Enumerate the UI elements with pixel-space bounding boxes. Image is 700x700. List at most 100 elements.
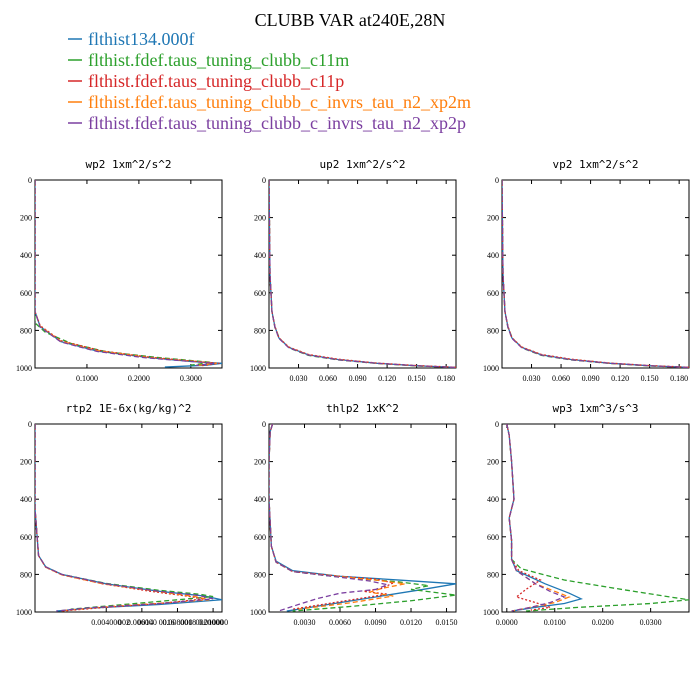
plot-frame-1 — [268, 179, 457, 369]
plot-frame-3 — [34, 423, 223, 613]
series-line-1-0 — [269, 180, 456, 368]
series-line-2-3 — [502, 180, 689, 368]
xtick-extra-label-3-4: 0020000 — [196, 618, 224, 627]
series-line-3-4 — [35, 424, 214, 612]
legend-label-3: flthist.fdef.taus_tuning_clubb_c_invrs_t… — [88, 92, 471, 112]
xtick-label-1-4: 0.150 — [408, 374, 426, 383]
series-line-4-1 — [269, 424, 456, 612]
ytick-label-2-1: 200 — [487, 214, 499, 223]
series-line-5-2 — [506, 424, 551, 611]
panel-title-5: wp3 1xm^3/s^3 — [552, 402, 638, 415]
series-line-1-1 — [269, 180, 456, 368]
xtick-label-2-4: 0.150 — [641, 374, 659, 383]
plot-frame-5 — [501, 423, 690, 613]
xtick-label-4-2: 0.0090 — [365, 618, 387, 627]
plot-frame-4 — [268, 423, 457, 613]
xtick-extra-label-3-0: 002 — [118, 618, 130, 627]
panel-0: wp2 1xm^2/s^2 0 200 400 600 800 1000 0.1000 0.20… — [16, 158, 223, 383]
ytick-label-3-2: 400 — [20, 495, 32, 504]
xtick-label-0-2: 0.3000 — [180, 374, 202, 383]
ytick-label-1-2: 400 — [254, 251, 266, 260]
panels: wp2 1xm^2/s^2 0 200 400 600 800 1000 0.1000 0.20… — [16, 158, 690, 627]
xtick-label-4-3: 0.0120 — [400, 618, 422, 627]
panel-title-1: up2 1xm^2/s^2 — [319, 158, 405, 171]
series-line-0-1 — [35, 180, 212, 366]
legend-label-1: flthist.fdef.taus_tuning_clubb_c11m — [88, 50, 349, 70]
panel-title-4: thlp2 1xK^2 — [326, 402, 399, 415]
panel-2: vp2 1xm^2/s^2 0 200 400 600 800 1000 0.030 0.060… — [483, 158, 690, 383]
ytick-label-1-1: 200 — [254, 214, 266, 223]
series-line-5-4 — [506, 424, 567, 612]
xtick-extra-label-3-1: 0014 — [137, 618, 153, 627]
ytick-label-3-5: 1000 — [16, 608, 32, 617]
ytick-label-3-3: 600 — [20, 533, 32, 542]
ytick-label-5-0: 0 — [495, 420, 499, 429]
series-line-4-2 — [269, 424, 396, 610]
xtick-label-2-2: 0.090 — [582, 374, 600, 383]
series-line-2-4 — [502, 180, 689, 368]
ytick-label-0-1: 200 — [20, 214, 32, 223]
series-line-1-2 — [269, 180, 456, 368]
ytick-label-5-1: 200 — [487, 458, 499, 467]
panel-title-0: wp2 1xm^2/s^2 — [85, 158, 171, 171]
legend-label-4: flthist.fdef.taus_tuning_clubb_c_invrs_t… — [88, 113, 466, 133]
xtick-extra-label-3-2: 0016 — [159, 618, 175, 627]
series-line-4-3 — [269, 424, 406, 610]
legend-label-2: flthist.fdef.taus_tuning_clubb_c11p — [88, 71, 344, 91]
legend: flthist134.000fflthist.fdef.taus_tuning_… — [68, 29, 471, 133]
ytick-label-1-4: 800 — [254, 326, 266, 335]
legend-label-0: flthist134.000f — [88, 29, 195, 49]
ytick-label-3-1: 200 — [20, 458, 32, 467]
series-line-5-3 — [506, 424, 571, 612]
ytick-label-5-2: 400 — [487, 495, 499, 504]
ytick-label-0-0: 0 — [28, 176, 32, 185]
series-line-3-1 — [35, 424, 214, 610]
xtick-label-3-0: 0.004000 — [91, 618, 121, 627]
ytick-label-1-3: 600 — [254, 289, 266, 298]
ytick-label-2-5: 1000 — [483, 364, 499, 373]
ytick-label-3-0: 0 — [28, 420, 32, 429]
panel-title-3: rtp2 1E-6x(kg/kg)^2 — [66, 402, 192, 415]
xtick-label-5-2: 0.0200 — [592, 618, 614, 627]
xtick-label-4-4: 0.0150 — [436, 618, 458, 627]
ytick-label-0-5: 1000 — [16, 364, 32, 373]
xtick-label-0-1: 0.2000 — [128, 374, 150, 383]
xtick-label-1-1: 0.060 — [319, 374, 337, 383]
series-line-5-0 — [506, 424, 583, 612]
series-line-2-1 — [502, 180, 689, 368]
ytick-label-5-3: 600 — [487, 533, 499, 542]
series-line-4-4 — [269, 424, 390, 612]
ytick-label-4-0: 0 — [262, 420, 266, 429]
ytick-label-1-0: 0 — [262, 176, 266, 185]
panel-1: up2 1xm^2/s^2 0 200 400 600 800 1000 0.030 0.060… — [250, 158, 457, 383]
xtick-label-2-1: 0.060 — [552, 374, 570, 383]
series-line-1-3 — [269, 180, 456, 368]
ytick-label-3-4: 800 — [20, 570, 32, 579]
ytick-label-2-0: 0 — [495, 176, 499, 185]
ytick-label-2-3: 600 — [487, 289, 499, 298]
panel-title-2: vp2 1xm^2/s^2 — [552, 158, 638, 171]
plot-frame-2 — [501, 179, 690, 369]
ytick-label-4-1: 200 — [254, 458, 266, 467]
ytick-label-5-5: 1000 — [483, 608, 499, 617]
ytick-label-1-5: 1000 — [250, 364, 266, 373]
xtick-label-0-0: 0.1000 — [76, 374, 98, 383]
xtick-label-1-5: 0.180 — [437, 374, 455, 383]
xtick-label-5-3: 0.0300 — [640, 618, 662, 627]
series-line-2-0 — [502, 180, 689, 368]
series-line-3-2 — [35, 424, 205, 612]
xtick-label-5-0: 0.0000 — [496, 618, 518, 627]
series-line-0-3 — [35, 180, 217, 367]
xtick-label-5-1: 0.0100 — [544, 618, 566, 627]
xtick-label-4-1: 0.0060 — [329, 618, 351, 627]
xtick-label-2-3: 0.120 — [611, 374, 629, 383]
xtick-label-3-2: 0.008000 — [162, 618, 192, 627]
xtick-label-3-1: 0.006000 — [127, 618, 157, 627]
xtick-label-4-0: 0.0030 — [294, 618, 316, 627]
xtick-label-2-0: 0.030 — [523, 374, 541, 383]
ytick-label-4-4: 800 — [254, 570, 266, 579]
ytick-label-4-5: 1000 — [250, 608, 266, 617]
series-line-1-4 — [269, 180, 456, 368]
ytick-label-0-3: 600 — [20, 289, 32, 298]
